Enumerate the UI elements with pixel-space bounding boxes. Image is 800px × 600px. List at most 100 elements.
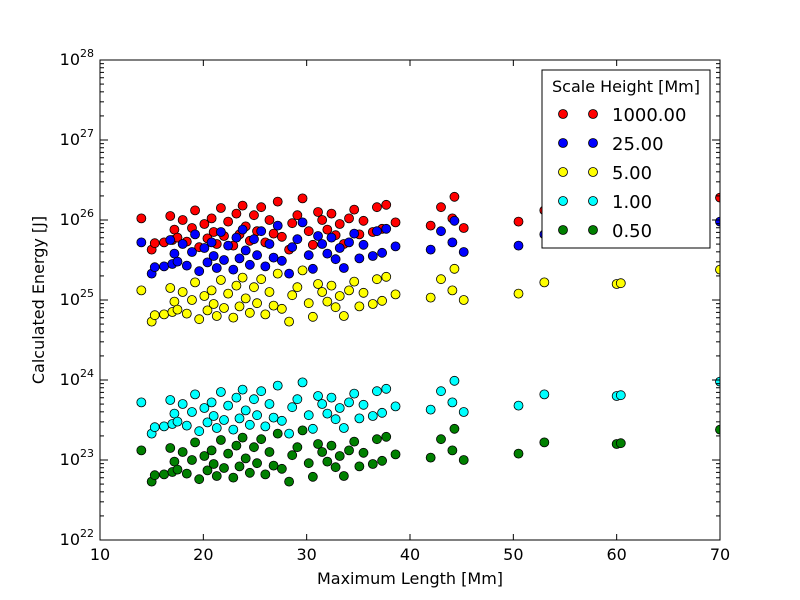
data-point bbox=[234, 461, 245, 472]
data-point bbox=[372, 386, 382, 397]
data-point bbox=[264, 447, 275, 457]
data-point bbox=[256, 274, 267, 285]
data-point bbox=[615, 278, 626, 289]
data-point bbox=[303, 298, 314, 309]
data-point bbox=[136, 237, 147, 248]
data-point bbox=[349, 388, 360, 399]
legend-box bbox=[541, 69, 711, 249]
data-point bbox=[313, 279, 323, 289]
data-point bbox=[292, 282, 303, 293]
data-point bbox=[260, 261, 271, 272]
data-point bbox=[190, 389, 200, 400]
data-point bbox=[303, 410, 314, 421]
data-point bbox=[307, 311, 318, 322]
data-point bbox=[377, 295, 388, 306]
data-point bbox=[276, 231, 287, 242]
data-point bbox=[252, 458, 262, 469]
data-point bbox=[215, 435, 226, 445]
data-point bbox=[458, 247, 469, 257]
data-point bbox=[358, 215, 369, 226]
data-point bbox=[256, 202, 267, 213]
data-point bbox=[260, 469, 271, 480]
data-point bbox=[715, 264, 720, 275]
data-point bbox=[297, 377, 308, 388]
data-point bbox=[208, 459, 219, 469]
data-point bbox=[307, 263, 318, 274]
data-point bbox=[187, 247, 197, 257]
data-point bbox=[249, 210, 259, 221]
data-point bbox=[338, 311, 349, 321]
x-tick-label: 70 bbox=[710, 545, 730, 564]
data-point bbox=[272, 380, 283, 391]
data-point bbox=[436, 202, 446, 213]
data-point bbox=[715, 424, 720, 435]
legend-marker bbox=[558, 109, 568, 119]
data-point bbox=[322, 408, 333, 419]
data-point bbox=[172, 416, 183, 427]
data-point bbox=[240, 293, 251, 304]
data-point bbox=[539, 389, 550, 400]
data-point bbox=[249, 442, 259, 453]
data-point bbox=[159, 469, 169, 480]
data-point bbox=[136, 445, 147, 456]
data-point bbox=[181, 308, 192, 319]
data-point bbox=[436, 386, 446, 397]
data-point bbox=[715, 192, 720, 203]
legend-label: 25.00 bbox=[612, 134, 664, 155]
data-point bbox=[249, 234, 259, 245]
data-point bbox=[284, 428, 295, 439]
data-point bbox=[317, 399, 328, 409]
data-point bbox=[276, 255, 287, 266]
data-point bbox=[307, 423, 318, 434]
data-point bbox=[449, 263, 460, 274]
data-points bbox=[136, 191, 720, 487]
data-point bbox=[338, 423, 349, 433]
data-point bbox=[231, 232, 242, 243]
data-point bbox=[381, 431, 392, 442]
data-point bbox=[334, 403, 345, 413]
data-point bbox=[219, 463, 229, 473]
y-axis-label: Calculated Energy [J] bbox=[29, 216, 48, 384]
data-point bbox=[458, 295, 469, 305]
data-point bbox=[181, 420, 192, 431]
data-point bbox=[326, 280, 337, 291]
data-point bbox=[322, 224, 333, 235]
data-point bbox=[330, 462, 341, 473]
data-point bbox=[237, 272, 248, 283]
data-point bbox=[326, 232, 337, 243]
legend-title: Scale Height [Mm] bbox=[552, 77, 700, 96]
data-point bbox=[372, 274, 382, 285]
data-point bbox=[211, 311, 222, 321]
data-point bbox=[264, 215, 275, 225]
data-point bbox=[303, 250, 314, 261]
data-point bbox=[326, 440, 337, 451]
data-point bbox=[539, 437, 550, 448]
data-point bbox=[231, 280, 242, 291]
data-point bbox=[297, 425, 308, 436]
data-point bbox=[199, 451, 210, 461]
data-point bbox=[215, 387, 226, 397]
data-point bbox=[206, 213, 217, 224]
data-point bbox=[268, 412, 279, 423]
data-point bbox=[211, 471, 222, 481]
legend-label: 1000.00 bbox=[612, 105, 686, 126]
data-point bbox=[349, 204, 360, 215]
data-point bbox=[165, 443, 176, 453]
x-axis: 10 20 30 40 50 60 70 bbox=[90, 60, 730, 564]
data-point bbox=[377, 407, 388, 418]
data-point bbox=[390, 401, 401, 412]
data-point bbox=[276, 303, 287, 314]
data-point bbox=[202, 257, 213, 268]
data-point bbox=[237, 384, 248, 395]
data-point bbox=[313, 391, 323, 401]
data-point bbox=[187, 295, 197, 305]
legend-marker bbox=[588, 225, 598, 235]
data-point bbox=[264, 287, 275, 297]
data-point bbox=[159, 421, 169, 432]
data-point bbox=[317, 239, 328, 249]
data-point bbox=[358, 447, 369, 458]
data-point bbox=[344, 237, 354, 248]
data-point bbox=[206, 237, 217, 248]
data-point bbox=[268, 460, 279, 471]
